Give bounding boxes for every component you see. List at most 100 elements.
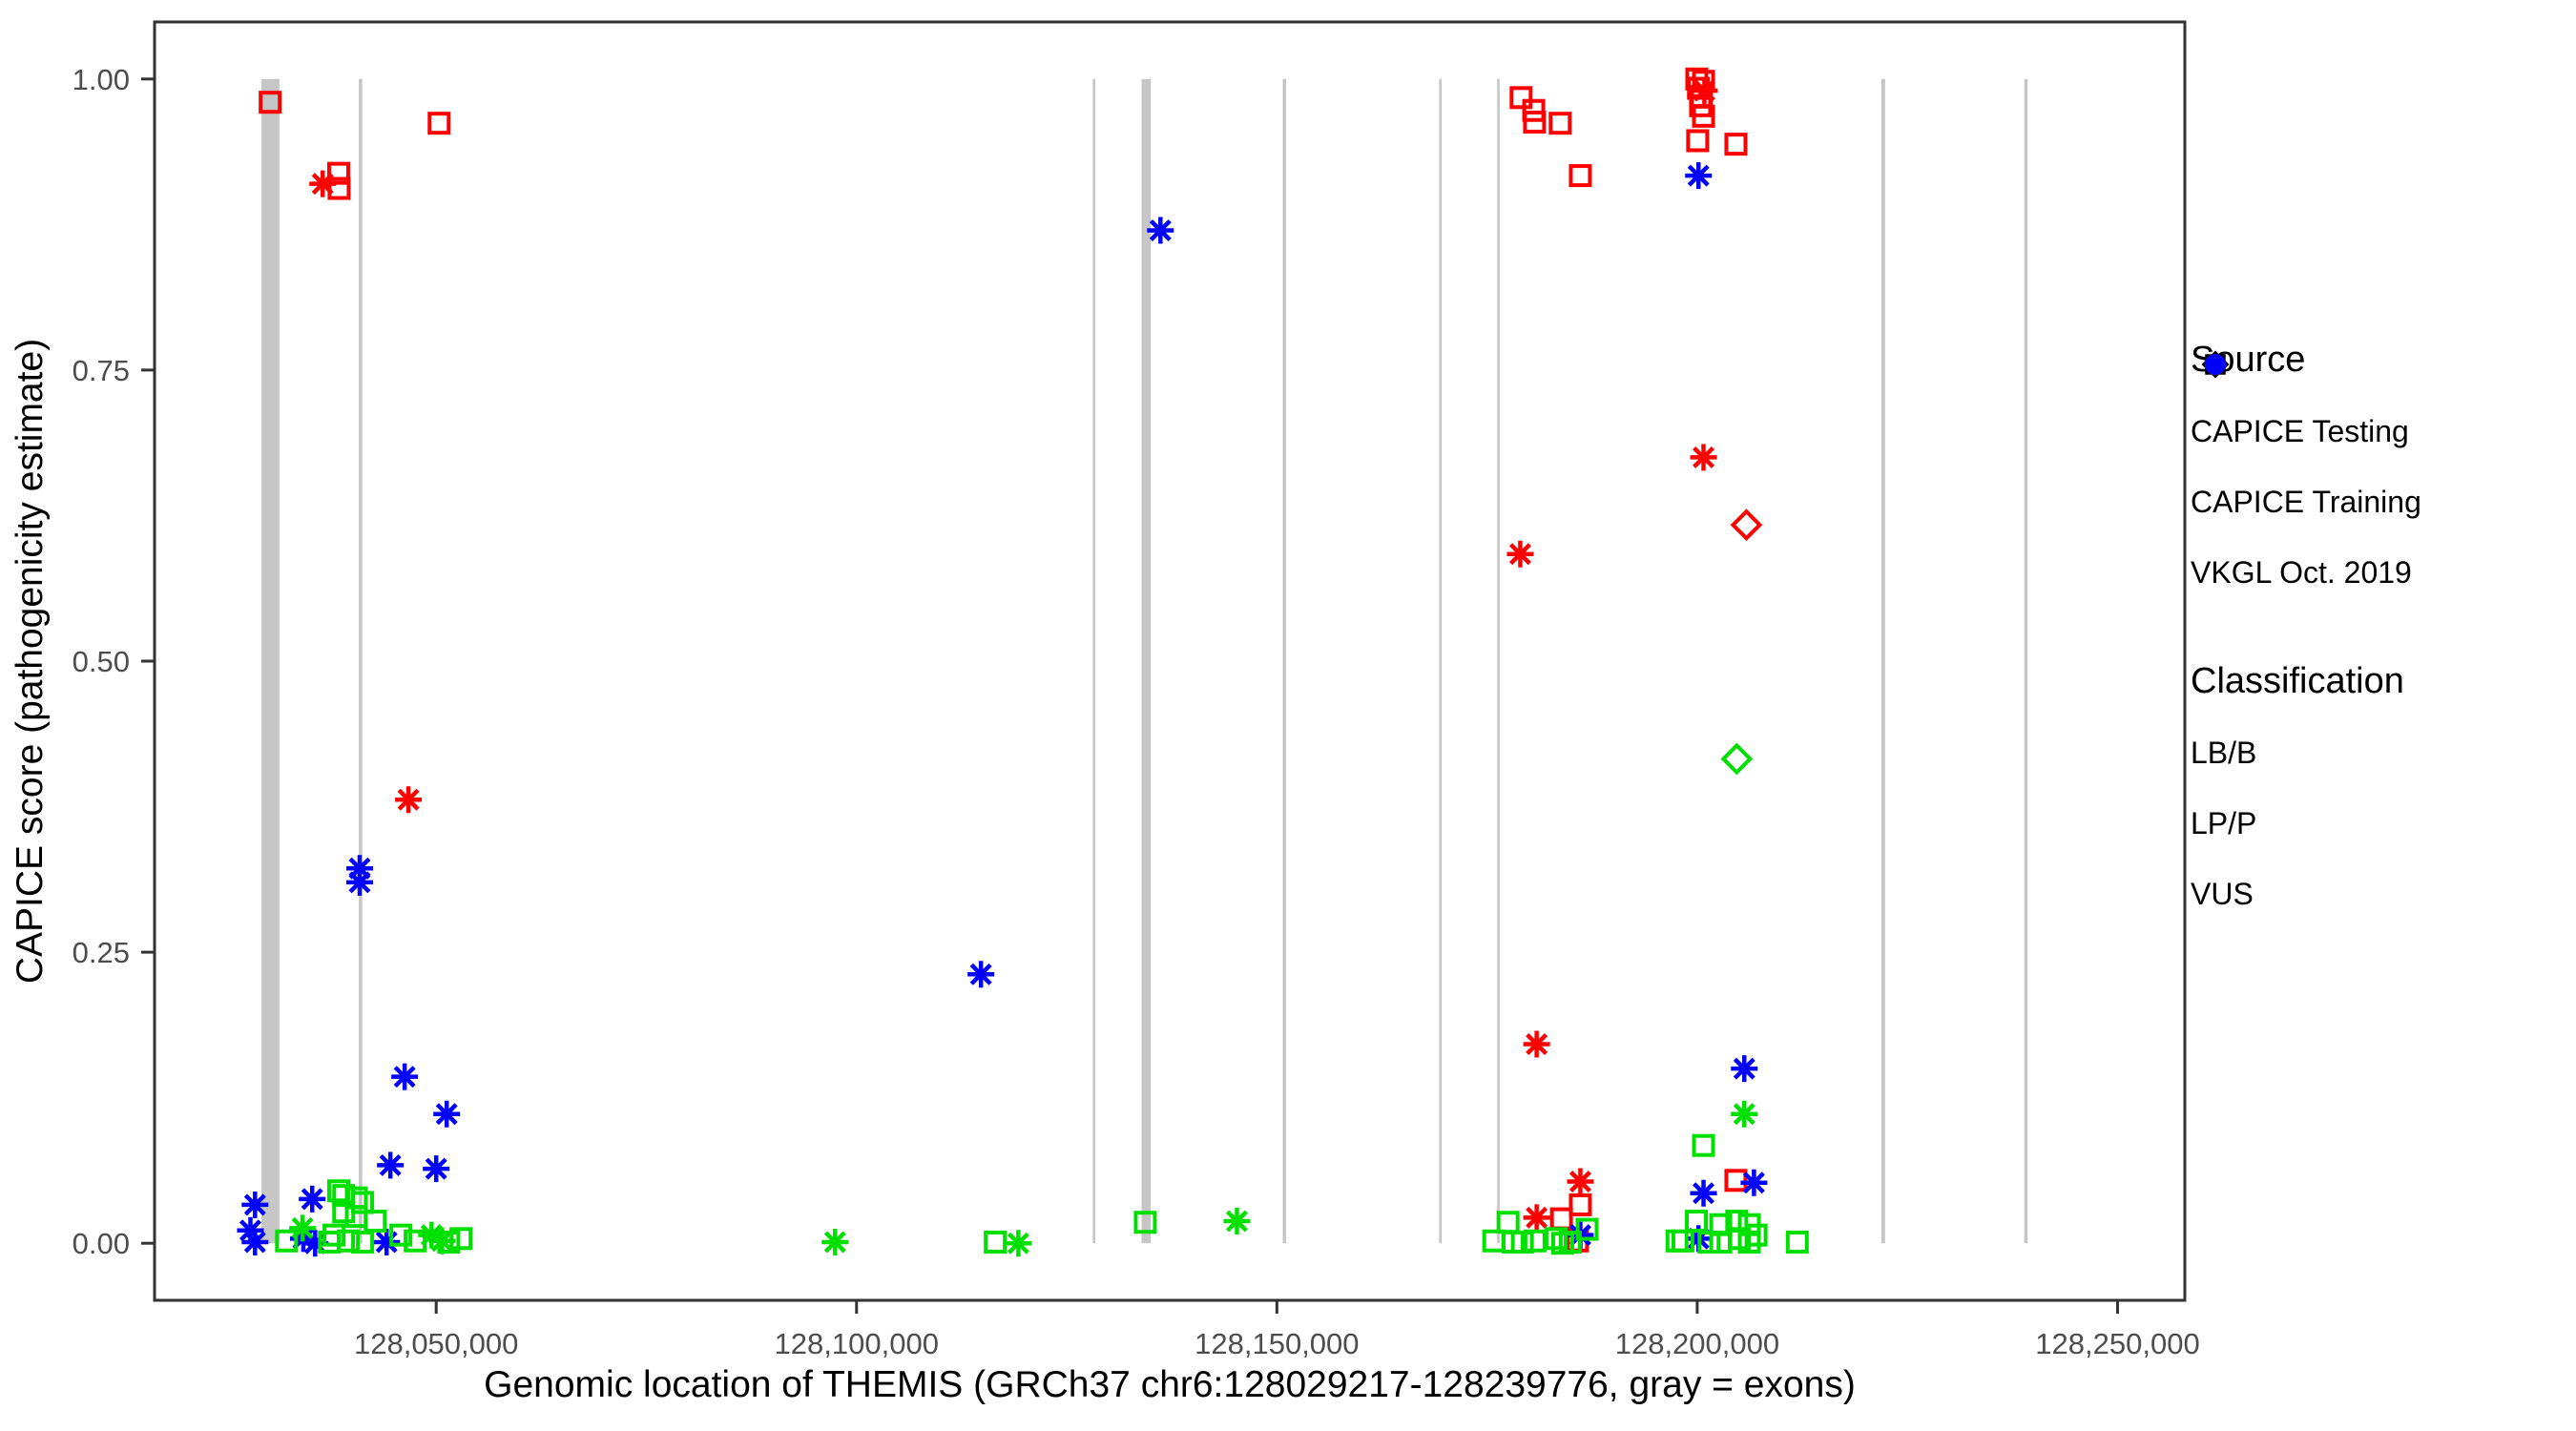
asterisk-marker-line xyxy=(397,788,420,811)
asterisk-marker-line xyxy=(301,1188,323,1211)
data-point xyxy=(1730,508,1763,542)
legend-item-vus: VUS xyxy=(2191,354,2421,929)
data-point xyxy=(1692,1133,1715,1157)
data-point xyxy=(391,1063,419,1090)
square-marker xyxy=(1692,104,1715,128)
data-point xyxy=(1737,1230,1761,1254)
data-point xyxy=(332,1200,356,1224)
legend-item-label: VKGL Oct. 2019 xyxy=(2191,554,2412,590)
square-marker xyxy=(1671,1229,1694,1253)
square-marker xyxy=(1522,98,1546,122)
data-point xyxy=(1482,1229,1506,1253)
asterisk-marker-line xyxy=(430,1230,453,1253)
data-point xyxy=(1147,217,1174,244)
data-point xyxy=(1549,1207,1573,1231)
legend-item-lb-b: LB/B xyxy=(2191,354,2421,788)
dot-glyph xyxy=(2205,354,2226,375)
data-point xyxy=(1731,1100,1758,1128)
asterisk-marker-line xyxy=(1693,1182,1715,1205)
square-marker xyxy=(1697,1230,1721,1254)
data-point xyxy=(1685,1210,1709,1234)
exon-bar xyxy=(1439,78,1443,1244)
asterisk-marker-line xyxy=(1733,1057,1755,1080)
asterisk-marker-line xyxy=(1226,1210,1248,1233)
square-marker xyxy=(1724,1169,1748,1192)
data-point xyxy=(1744,1223,1768,1247)
plot-panel: 128,050,000 128,100,000 128,150,000 128,200… xyxy=(73,20,2200,1360)
data-point xyxy=(1523,110,1547,134)
square-marker xyxy=(318,1230,342,1254)
data-point xyxy=(389,1223,413,1247)
square-marker xyxy=(1549,1207,1573,1231)
square-marker xyxy=(984,1230,1008,1254)
square-marker xyxy=(364,1210,387,1234)
square-marker xyxy=(427,112,451,135)
legend-item-lp-p: LP/P xyxy=(2191,354,2421,859)
data-point xyxy=(1522,98,1546,122)
legend-classification-title: Classification xyxy=(2191,661,2404,701)
data-point xyxy=(275,1229,299,1253)
square-marker xyxy=(1744,1223,1768,1247)
exon-bar xyxy=(2024,78,2028,1244)
exon-bar xyxy=(1880,78,1885,1244)
data-point xyxy=(1568,1192,1592,1216)
asterisk-marker-line xyxy=(1568,1171,1591,1193)
data-point xyxy=(364,1210,387,1234)
square-marker xyxy=(322,1223,346,1247)
x-axis-title: Genomic location of THEMIS (GRCh37 chr6:… xyxy=(484,1364,1856,1405)
exon-bar xyxy=(1141,78,1152,1244)
data-point xyxy=(1568,164,1592,188)
square-marker xyxy=(1568,1192,1592,1216)
data-point xyxy=(1005,1230,1032,1257)
data-point xyxy=(395,786,423,814)
legend-classification-group: Classification LB/B LP/P VUS xyxy=(2191,354,2421,929)
legend-item-label: LP/P xyxy=(2191,805,2257,840)
square-marker xyxy=(259,91,282,114)
data-point xyxy=(1685,162,1713,190)
asterisk-marker-line xyxy=(1693,446,1715,468)
asterisk-marker-line xyxy=(1687,164,1710,187)
data-point xyxy=(1724,133,1748,156)
asterisk-marker-line xyxy=(1007,1232,1029,1255)
square-marker xyxy=(1523,110,1547,134)
data-point xyxy=(259,91,282,114)
data-point xyxy=(1509,86,1533,110)
square-marker xyxy=(1496,1211,1520,1234)
square-marker xyxy=(389,1223,413,1247)
data-point xyxy=(1697,1230,1721,1254)
x-tick-label: 128,100,000 xyxy=(775,1327,939,1360)
asterisk-marker-line xyxy=(420,1224,443,1247)
data-points xyxy=(237,67,1809,1257)
asterisk-marker-line xyxy=(243,1231,266,1254)
x-tick-label: 128,050,000 xyxy=(354,1327,518,1360)
square-marker xyxy=(1785,1230,1809,1254)
square-marker xyxy=(1575,1217,1599,1241)
square-marker xyxy=(327,176,351,200)
data-point xyxy=(373,1228,401,1255)
data-point xyxy=(326,161,350,185)
square-marker xyxy=(1568,164,1592,188)
data-point xyxy=(1575,1217,1599,1241)
data-point xyxy=(427,112,451,135)
asterisk-marker-line xyxy=(348,871,371,894)
asterisk-marker-line xyxy=(1526,1206,1548,1229)
data-point xyxy=(241,1191,269,1218)
data-point xyxy=(1785,1230,1809,1254)
data-point xyxy=(1548,112,1572,135)
data-point xyxy=(1523,1204,1550,1232)
data-point xyxy=(967,961,995,988)
asterisk-marker-line xyxy=(425,1157,447,1180)
data-point xyxy=(1720,742,1754,776)
square-marker xyxy=(1686,129,1710,153)
square-marker xyxy=(1737,1230,1761,1254)
square-marker xyxy=(437,1230,461,1254)
y-tick-label: 1.00 xyxy=(73,63,130,96)
square-marker xyxy=(1692,1133,1715,1157)
data-point xyxy=(1510,1230,1534,1254)
data-point xyxy=(377,1151,405,1179)
exon-bar xyxy=(1282,78,1287,1244)
data-point xyxy=(1731,1055,1758,1083)
circle-legend-icon xyxy=(2205,354,2226,375)
exon-bar xyxy=(1497,78,1500,1244)
